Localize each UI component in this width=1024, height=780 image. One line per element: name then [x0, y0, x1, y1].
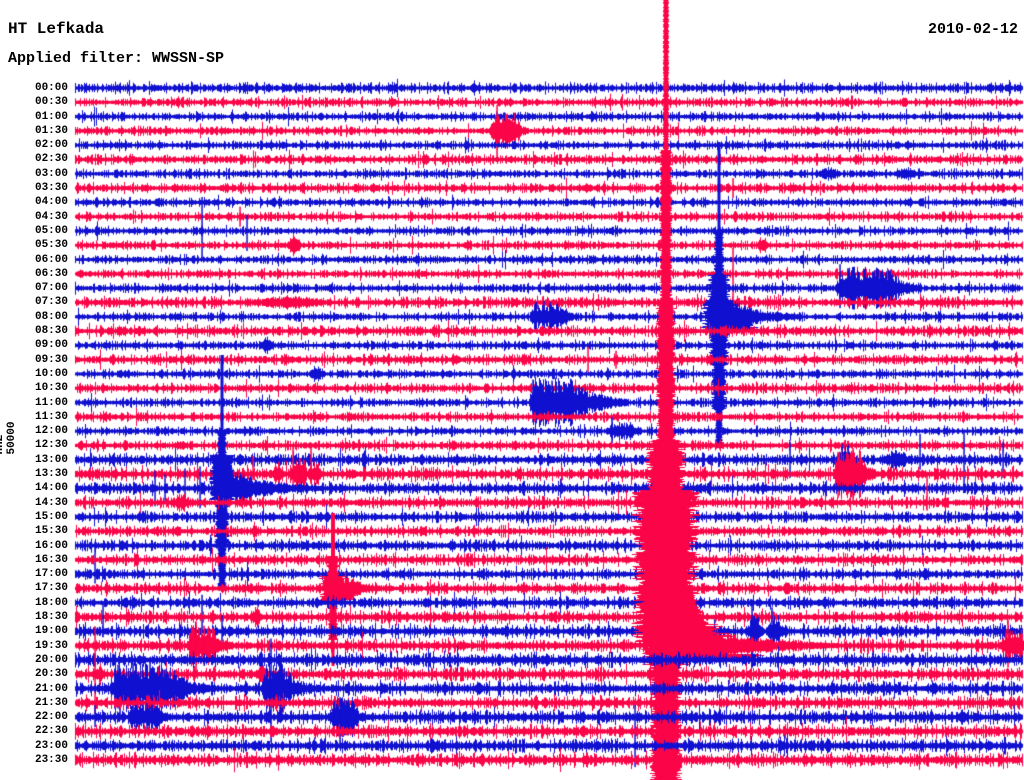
time-label-04:00: 04:00 [34, 196, 68, 209]
time-label-20:30: 20:30 [34, 668, 68, 681]
time-label-17:00: 17:00 [34, 568, 68, 581]
time-label-05:30: 05:30 [34, 239, 68, 252]
time-label-03:30: 03:30 [34, 182, 68, 195]
time-label-15:30: 15:30 [34, 525, 68, 538]
time-label-23:30: 23:30 [34, 754, 68, 766]
time-label-14:00: 14:00 [34, 482, 68, 495]
time-label-11:00: 11:00 [34, 396, 68, 409]
time-label-19:00: 19:00 [34, 625, 68, 638]
time-label-13:00: 13:00 [34, 453, 68, 466]
time-label-06:00: 06:00 [34, 253, 68, 266]
time-label-08:30: 08:30 [34, 325, 68, 338]
time-label-00:30: 00:30 [34, 96, 68, 109]
time-label-01:00: 01:00 [34, 110, 68, 123]
time-label-02:00: 02:00 [34, 139, 68, 152]
time-label-01:30: 01:30 [34, 124, 68, 137]
time-label-10:00: 10:00 [34, 367, 68, 380]
time-label-11:30: 11:30 [34, 410, 68, 423]
time-label-19:30: 19:30 [34, 639, 68, 652]
time-label-04:30: 04:30 [34, 210, 68, 223]
time-label-00:00: 00:00 [34, 82, 68, 94]
time-label-23:00: 23:00 [34, 739, 68, 752]
time-label-10:30: 10:30 [34, 382, 68, 395]
time-label-14:30: 14:30 [34, 496, 68, 509]
time-label-05:00: 05:00 [34, 224, 68, 237]
time-label-20:00: 20:00 [34, 653, 68, 666]
time-label-07:00: 07:00 [34, 282, 68, 295]
time-label-15:00: 15:00 [34, 510, 68, 523]
time-label-22:00: 22:00 [34, 711, 68, 724]
time-label-13:30: 13:30 [34, 468, 68, 481]
time-label-18:30: 18:30 [34, 611, 68, 624]
time-label-16:00: 16:00 [34, 539, 68, 552]
time-label-16:30: 16:30 [34, 553, 68, 566]
time-label-12:30: 12:30 [34, 439, 68, 452]
time-label-17:30: 17:30 [34, 582, 68, 595]
time-label-03:00: 03:00 [34, 167, 68, 180]
time-label-08:00: 08:00 [34, 310, 68, 323]
time-label-22:30: 22:30 [34, 725, 68, 738]
time-label-06:30: 06:30 [34, 267, 68, 280]
time-label-07:30: 07:30 [34, 296, 68, 309]
time-label-02:30: 02:30 [34, 153, 68, 166]
time-label-12:00: 12:00 [34, 425, 68, 438]
time-label-09:30: 09:30 [34, 353, 68, 366]
time-label-18:00: 18:00 [34, 596, 68, 609]
time-label-21:00: 21:00 [34, 682, 68, 695]
time-label-09:00: 09:00 [34, 339, 68, 352]
time-label-21:30: 21:30 [34, 696, 68, 709]
